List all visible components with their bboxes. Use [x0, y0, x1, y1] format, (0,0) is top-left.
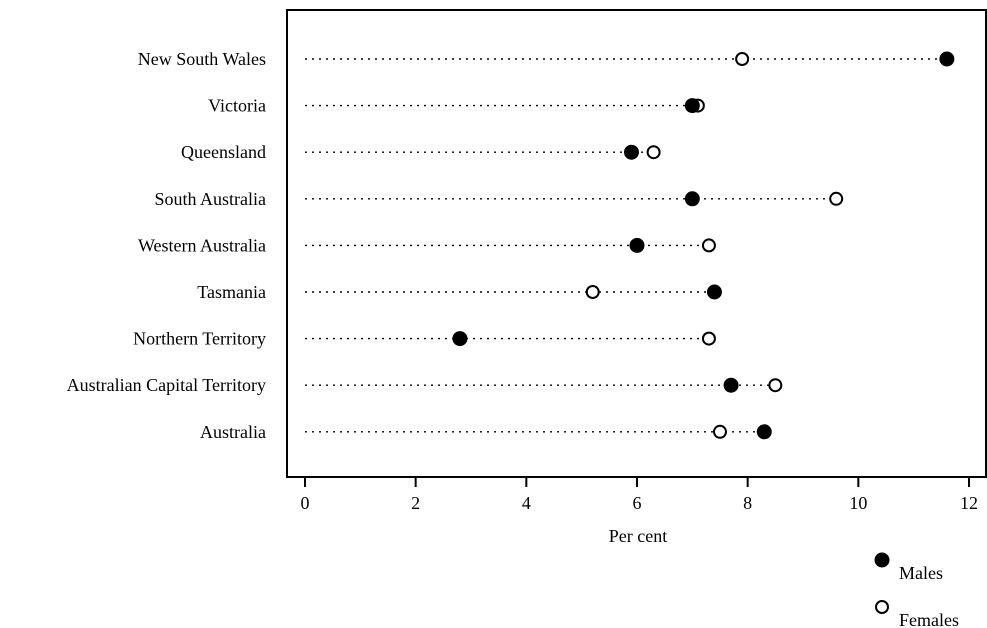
legend: Males Females [874, 552, 959, 628]
female-marker [713, 424, 727, 439]
female-marker [701, 331, 716, 346]
legend-label: Females [899, 610, 959, 628]
category-label: Australian Capital Territory [67, 375, 266, 395]
male-marker [684, 191, 700, 207]
legend-female-marker [875, 600, 889, 614]
category-label: Western Australia [138, 235, 266, 255]
x-tick-label: 0 [301, 493, 310, 513]
category-label: Queensland [181, 142, 266, 162]
x-tick-label: 8 [743, 493, 752, 513]
female-marker [829, 191, 844, 206]
male-marker [629, 237, 645, 253]
x-axis: 0 2 4 6 8 10 12 [301, 477, 978, 513]
x-tick-label: 4 [522, 493, 531, 513]
male-marker [939, 51, 955, 67]
x-tick-label: 2 [411, 493, 420, 513]
data-markers [452, 51, 955, 440]
male-marker [623, 144, 639, 160]
female-marker [735, 52, 750, 66]
female-marker [701, 238, 716, 253]
category-label: Northern Territory [133, 329, 266, 349]
legend-label: Males [899, 563, 943, 583]
category-label: Australia [200, 422, 266, 442]
category-label: New South Wales [138, 49, 266, 69]
x-tick-label: 10 [849, 493, 867, 513]
male-marker [684, 98, 700, 114]
x-tick-label: 12 [960, 493, 978, 513]
female-marker [585, 285, 600, 299]
legend-male-marker [874, 552, 890, 568]
category-label: Tasmania [197, 282, 266, 302]
male-marker [706, 284, 722, 300]
male-marker [756, 424, 772, 440]
female-marker [646, 145, 661, 160]
category-label: Victoria [208, 96, 266, 116]
category-label: South Australia [155, 189, 267, 209]
male-marker [452, 331, 468, 347]
female-marker [768, 378, 783, 393]
x-axis-title: Per cent [609, 526, 667, 546]
x-tick-label: 6 [633, 493, 642, 513]
category-labels: New South Wales Victoria Queensland South A… [67, 49, 266, 442]
row-guide-lines [305, 58, 947, 433]
male-marker [723, 377, 739, 393]
